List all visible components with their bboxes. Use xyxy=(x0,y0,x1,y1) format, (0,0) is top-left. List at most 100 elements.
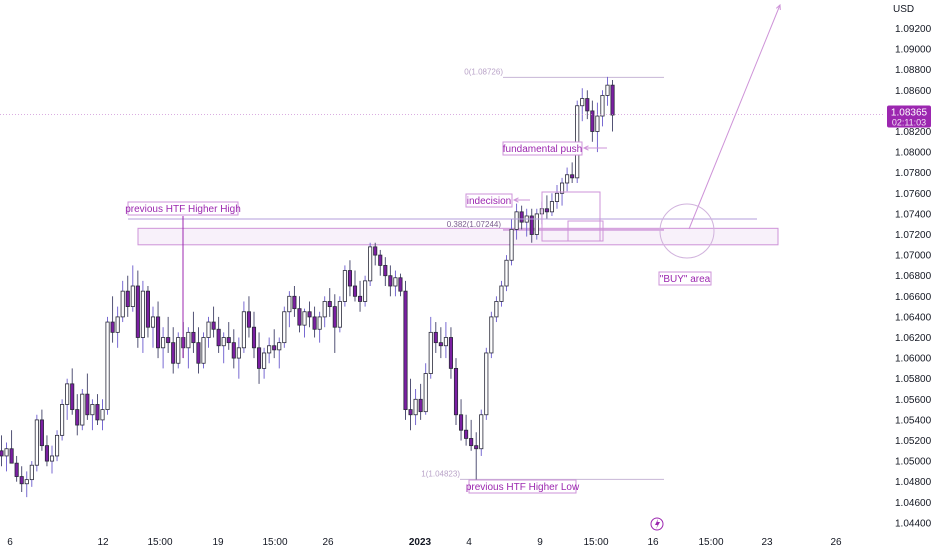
fundamental-label-box[interactable] xyxy=(502,141,583,156)
candle-body xyxy=(509,228,514,261)
x-tick-label: 6 xyxy=(7,537,13,548)
y-tick-label: 1.08600 xyxy=(895,86,932,97)
candle-body xyxy=(150,316,156,328)
candle-body xyxy=(39,419,44,447)
y-tick-label: 1.04600 xyxy=(895,498,932,509)
candle-body xyxy=(494,301,499,318)
candle-body xyxy=(267,345,272,354)
x-tick-label: 4 xyxy=(466,537,472,548)
hl-label-box[interactable] xyxy=(468,479,577,494)
candle-body xyxy=(352,285,358,297)
candle-body xyxy=(246,311,252,328)
candle-body xyxy=(55,434,60,457)
candle-body xyxy=(529,215,534,235)
y-tick-label: 1.07600 xyxy=(895,189,932,200)
candle-body xyxy=(256,347,262,369)
candle-body xyxy=(85,393,90,416)
y-tick-label: 1.05800 xyxy=(895,374,932,385)
candle-body xyxy=(206,321,211,338)
hh-label-box[interactable] xyxy=(127,201,239,216)
candle-body xyxy=(448,337,453,369)
buy-label-box[interactable] xyxy=(658,271,712,286)
fib-label: 1(1.04823) xyxy=(421,469,460,478)
candle-body xyxy=(34,419,39,466)
x-tick-label: 26 xyxy=(830,537,842,548)
candle-body xyxy=(373,246,378,256)
candle-body xyxy=(317,316,322,330)
candle-body xyxy=(549,201,554,213)
candle-body xyxy=(307,311,312,318)
indecision-arrow-head xyxy=(512,197,519,203)
candle-body xyxy=(504,259,509,287)
candle-body xyxy=(226,337,231,344)
candle-body xyxy=(514,211,519,230)
candle-body xyxy=(479,414,484,450)
candle-body xyxy=(277,342,282,351)
candle-body xyxy=(464,429,469,439)
candle-body xyxy=(443,337,448,347)
candle-body xyxy=(241,311,246,349)
x-tick-label: 2023 xyxy=(409,537,432,548)
candle-body xyxy=(342,270,347,302)
candle-body xyxy=(287,295,292,313)
candle-body xyxy=(90,404,95,416)
candle-body xyxy=(297,308,302,326)
y-tick-label: 1.09000 xyxy=(895,45,932,56)
y-tick-label: 1.05400 xyxy=(895,415,932,426)
hl-label: previous HTF Higher Low xyxy=(466,482,580,493)
candle-body xyxy=(282,311,287,344)
fib-label: 0(1.08726) xyxy=(464,67,503,76)
y-tick-label: 1.06600 xyxy=(895,292,932,303)
candle-body xyxy=(115,316,120,333)
candle-body xyxy=(580,98,585,107)
candle-body xyxy=(24,479,29,485)
candle-body xyxy=(75,409,80,426)
candle-body xyxy=(368,246,373,282)
candle-body xyxy=(44,445,49,462)
candle-body xyxy=(393,277,398,287)
candle-body xyxy=(191,331,196,344)
candle-body xyxy=(161,337,166,349)
candle-body xyxy=(105,321,110,410)
candle-body xyxy=(110,321,115,333)
candle-body xyxy=(357,295,363,302)
candle-body xyxy=(9,448,14,464)
y-tick-label: 1.06800 xyxy=(895,271,932,282)
buy-area-circle[interactable] xyxy=(659,203,715,259)
x-tick-label: 15:00 xyxy=(262,537,287,548)
candle-body xyxy=(565,174,570,184)
lightning-icon[interactable] xyxy=(650,517,664,531)
candle-body xyxy=(201,337,206,364)
candle-body xyxy=(302,311,307,326)
candle-body xyxy=(292,295,297,310)
candle-body xyxy=(458,414,464,431)
y-tick-label: 1.06000 xyxy=(895,354,932,365)
candle-body xyxy=(176,337,181,364)
indecision-label-box[interactable] xyxy=(465,193,513,208)
candle-body xyxy=(534,213,539,235)
candle-body xyxy=(262,352,267,369)
candle-body xyxy=(595,115,600,132)
candle-body xyxy=(211,321,216,330)
y-tick-label: 1.07400 xyxy=(895,209,932,220)
candle-body xyxy=(216,328,221,347)
x-tick-label: 16 xyxy=(647,537,659,548)
buy-zone-rect[interactable] xyxy=(137,227,779,246)
candle-body xyxy=(0,450,4,457)
y-tick-label: 1.08800 xyxy=(895,65,932,76)
candle-body xyxy=(60,404,65,436)
current-price-badge xyxy=(887,105,931,128)
fundamental-label: fundamental push xyxy=(503,144,583,155)
candle-body xyxy=(423,373,428,413)
candle-body xyxy=(327,301,332,308)
candle-body xyxy=(347,270,352,287)
candle-body xyxy=(130,285,135,308)
indecision-inner-box[interactable] xyxy=(567,220,604,242)
candle-body xyxy=(499,285,504,302)
candle-body xyxy=(554,192,560,202)
candle-body xyxy=(100,409,105,421)
candle-body xyxy=(610,84,615,116)
x-tick-label: 15:00 xyxy=(583,537,608,548)
